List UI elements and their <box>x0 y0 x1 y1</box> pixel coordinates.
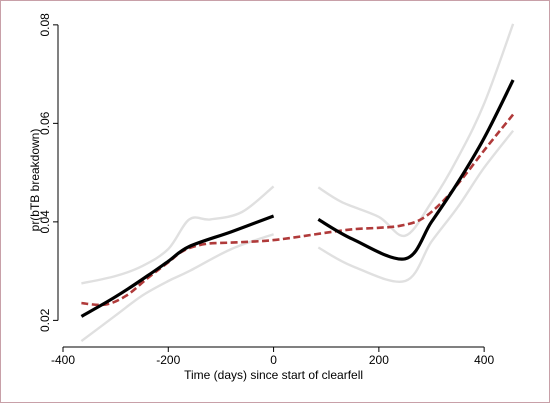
y-tick-label: 0.02 <box>38 308 52 332</box>
x-ticks: -400 -200 0 200 400 <box>51 347 494 367</box>
ci-lower-line-segment-1 <box>80 233 274 343</box>
x-tick-label: 200 <box>369 353 389 367</box>
ci-upper-line-segment-2 <box>317 23 515 238</box>
y-axis-title: pr(bTB breakdown) <box>28 129 42 232</box>
x-tick-label: 0 <box>270 353 277 367</box>
x-axis-title: Time (days) since start of clearfell <box>184 368 363 382</box>
x-tick-label: 400 <box>474 353 494 367</box>
y-ticks: 0.02 0.04 0.06 0.08 <box>38 13 58 332</box>
fitted-line-segment-2 <box>317 79 515 261</box>
y-tick-label: 0.06 <box>38 111 52 135</box>
confidence-interval-layer <box>80 23 515 343</box>
fitted-line-segment-1 <box>80 214 275 318</box>
y-tick-label: 0.08 <box>38 13 52 37</box>
y-tick-label: 0.04 <box>38 210 52 234</box>
x-tick-label: -400 <box>51 353 75 367</box>
axis-layer: -400 -200 0 200 400 0.02 0.04 0.06 0.08 Time (d… <box>28 13 494 382</box>
ci-lower-line-segment-2 <box>317 129 515 283</box>
line-layer <box>80 79 515 318</box>
ci-upper-line-segment-1 <box>81 185 275 285</box>
x-tick-label: -200 <box>156 353 180 367</box>
